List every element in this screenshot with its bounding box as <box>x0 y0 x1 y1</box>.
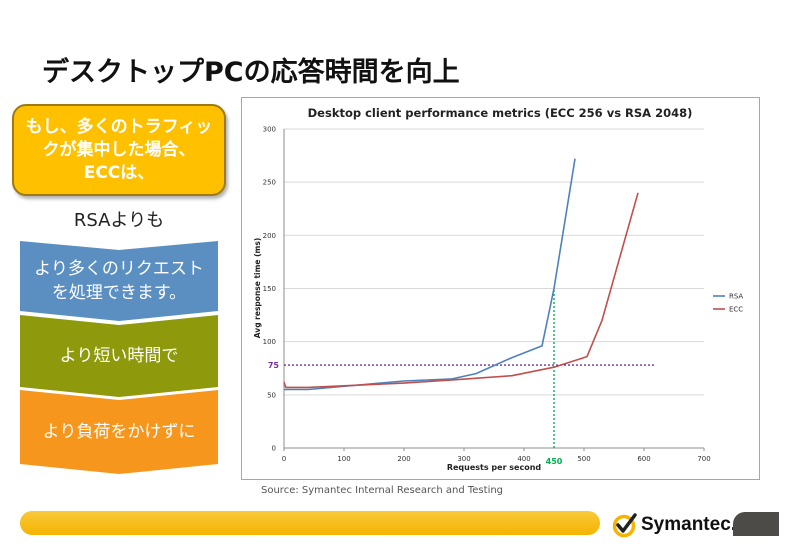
x-tick-label: 600 <box>637 455 650 463</box>
y-tick-label: 200 <box>263 232 276 240</box>
symantec-logo: Symantec. <box>612 512 736 538</box>
callout-line-2: クが集中した場合、 <box>42 139 196 160</box>
chart-grid <box>284 128 704 396</box>
y-tick-label: 100 <box>263 338 276 346</box>
footer-bar <box>20 511 600 535</box>
y-axis-label: Avg response time (ms) <box>253 238 262 338</box>
chevron-2-line-1: より短い時間で <box>59 346 179 366</box>
chevron-3-line-1: より負荷をかけずに <box>42 422 196 442</box>
footer-dark-block <box>733 512 779 536</box>
chart-tick-labels: 0 50 100 150 200 250 300 0 100 200 300 400 500 600 700 <box>263 126 711 464</box>
callout-box: もし、多くのトラフィッ クが集中した場合、 ECCは、 <box>12 104 226 196</box>
legend-label-rsa: RSA <box>729 293 743 301</box>
chevron-shorter-time: より短い時間で <box>20 315 218 397</box>
y-tick-label: 50 <box>267 391 276 399</box>
source-note: Source: Symantec Internal Research and T… <box>261 485 504 496</box>
x-tick-label: 0 <box>282 455 286 463</box>
y-tick-label: 0 <box>272 445 276 453</box>
chart-legend: RSA ECC <box>713 293 743 314</box>
chart-series <box>283 158 639 391</box>
chart-annotations: 75 450 <box>268 288 656 466</box>
x-tick-label: 400 <box>517 455 530 463</box>
x-tick-label: 300 <box>457 455 470 463</box>
chevron-1-line-1: より多くのリクエスト <box>34 259 204 279</box>
reference-label-y: 75 <box>268 361 280 370</box>
legend-label-ecc: ECC <box>729 306 743 314</box>
callout-line-3: ECCは、 <box>83 162 155 183</box>
x-tick-label: 500 <box>577 455 590 463</box>
x-axis-label: Requests per second <box>447 463 542 472</box>
x-tick-label: 200 <box>397 455 410 463</box>
x-tick-label: 700 <box>697 455 710 463</box>
chart-title: Desktop client performance metrics (ECC … <box>308 106 693 120</box>
callout-line-1: もし、多くのトラフィッ <box>25 116 213 137</box>
y-tick-label: 150 <box>263 285 276 293</box>
reference-label-x: 450 <box>546 457 563 466</box>
rsa-label: RSAよりも <box>73 210 165 231</box>
logo-text: Symantec. <box>641 514 737 535</box>
page-title: デスクトップPCの応答時間を向上 <box>42 57 460 88</box>
chevron-more-requests: より多くのリクエスト を処理できます。 <box>20 241 218 321</box>
y-tick-label: 300 <box>263 126 276 134</box>
series-line-rsa <box>284 158 576 391</box>
y-tick-label: 250 <box>263 179 276 187</box>
x-tick-label: 100 <box>337 455 350 463</box>
series-line-ecc <box>283 192 639 389</box>
chart-axes <box>283 129 705 451</box>
performance-chart: Desktop client performance metrics (ECC … <box>253 106 743 472</box>
chevron-less-load: より負荷をかけずに <box>20 390 218 474</box>
chevron-1-line-2: を処理できます。 <box>51 283 187 303</box>
checkmark-icon <box>612 513 637 538</box>
chart-frame: Desktop client performance metrics (ECC … <box>241 97 760 480</box>
